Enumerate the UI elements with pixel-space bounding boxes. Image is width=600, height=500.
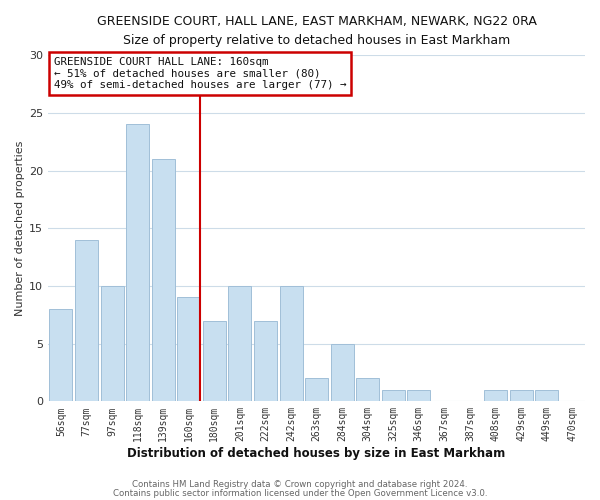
Text: GREENSIDE COURT HALL LANE: 160sqm
← 51% of detached houses are smaller (80)
49% : GREENSIDE COURT HALL LANE: 160sqm ← 51% … bbox=[53, 57, 346, 90]
Bar bbox=[356, 378, 379, 402]
Bar bbox=[382, 390, 405, 402]
Bar bbox=[254, 320, 277, 402]
Bar bbox=[126, 124, 149, 402]
Y-axis label: Number of detached properties: Number of detached properties bbox=[15, 140, 25, 316]
Bar bbox=[305, 378, 328, 402]
Bar bbox=[280, 286, 302, 402]
Bar bbox=[177, 298, 200, 402]
Bar bbox=[407, 390, 430, 402]
Bar bbox=[49, 309, 73, 402]
Bar bbox=[101, 286, 124, 402]
Bar bbox=[484, 390, 507, 402]
Bar bbox=[203, 320, 226, 402]
Bar bbox=[509, 390, 533, 402]
Title: GREENSIDE COURT, HALL LANE, EAST MARKHAM, NEWARK, NG22 0RA
Size of property rela: GREENSIDE COURT, HALL LANE, EAST MARKHAM… bbox=[97, 15, 536, 47]
Bar bbox=[331, 344, 353, 402]
X-axis label: Distribution of detached houses by size in East Markham: Distribution of detached houses by size … bbox=[127, 447, 506, 460]
Bar bbox=[535, 390, 558, 402]
Bar bbox=[75, 240, 98, 402]
Bar bbox=[152, 159, 175, 402]
Bar bbox=[229, 286, 251, 402]
Text: Contains public sector information licensed under the Open Government Licence v3: Contains public sector information licen… bbox=[113, 488, 487, 498]
Text: Contains HM Land Registry data © Crown copyright and database right 2024.: Contains HM Land Registry data © Crown c… bbox=[132, 480, 468, 489]
